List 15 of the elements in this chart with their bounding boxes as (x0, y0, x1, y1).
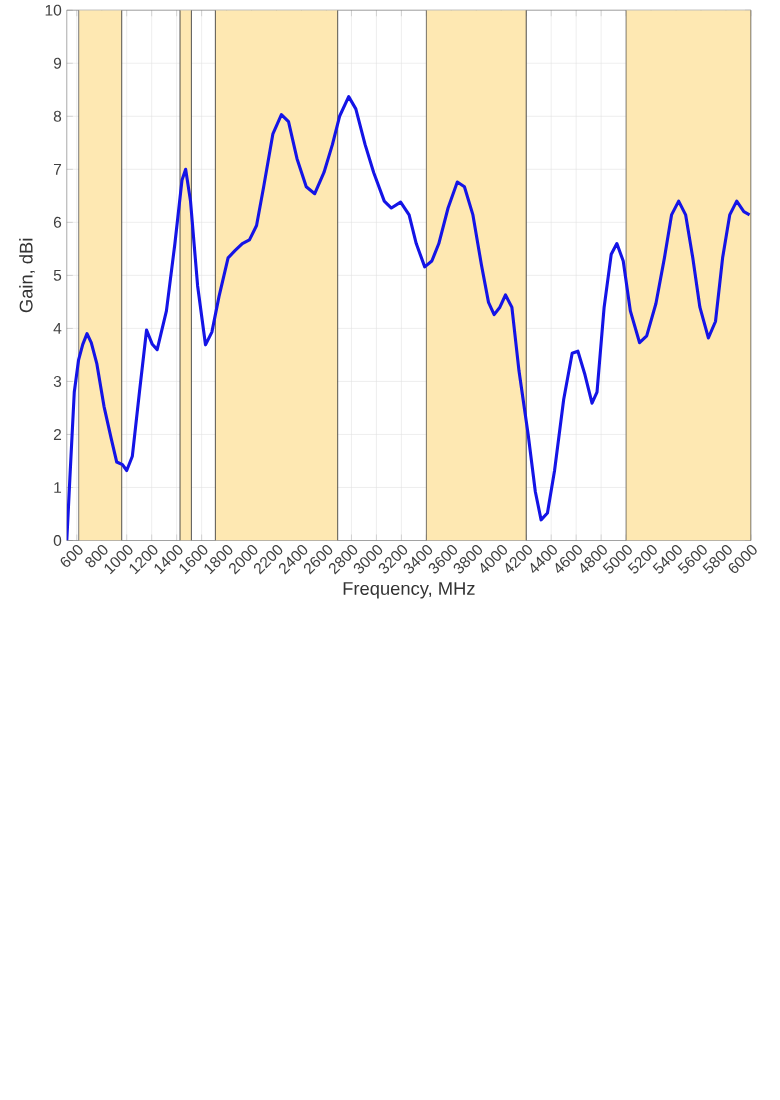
y-tick-label: 1 (54, 482, 62, 493)
y-tick-label: 4 (53, 323, 62, 334)
line-series (66, 95, 752, 541)
y-tick-label: 7 (54, 163, 62, 175)
y-tick-label: 6 (54, 216, 62, 228)
y-axis-title: Gain, dBi (19, 238, 35, 313)
y-tick-label: 0 (53, 535, 62, 547)
x-axis-title: Frequency, MHz (343, 582, 475, 599)
y-tick-label: 5 (53, 269, 62, 281)
y-tick-label: 3 (53, 375, 62, 387)
x-tick-label: 600 (60, 544, 83, 567)
y-tick-label: 2 (54, 429, 62, 440)
y-tick-label: 8 (53, 110, 62, 122)
y-tick-label: 10 (45, 4, 62, 16)
y-tick-label: 9 (53, 57, 62, 69)
